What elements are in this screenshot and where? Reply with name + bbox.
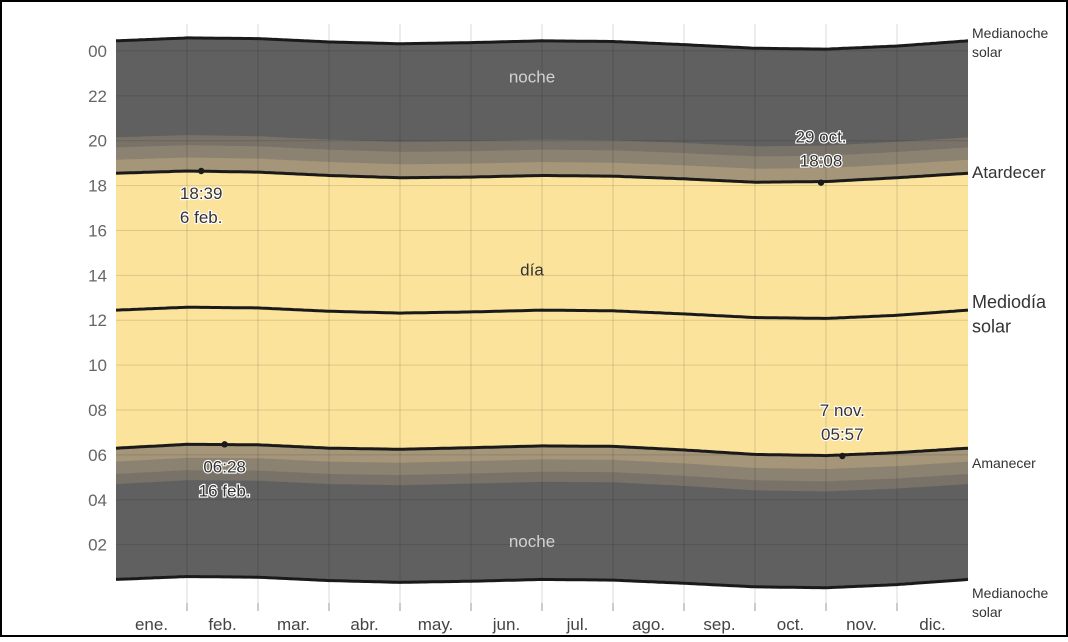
dusk-twilight-band-3 [116, 157, 968, 183]
x-tick-label: ago. [632, 615, 665, 634]
night-top-label: noche [509, 67, 555, 86]
noon-right-label: Mediodía solar [972, 292, 1047, 336]
x-tick-label: jul. [566, 615, 589, 634]
x-tick-label: jun. [492, 615, 520, 634]
y-tick-label: 06 [88, 446, 107, 465]
y-tick-label: 16 [88, 221, 107, 240]
sunset-right-label: Atardecer [972, 163, 1046, 182]
annotation-label: 7 nov. 05:57 [820, 401, 865, 444]
sunset-line [115, 169, 969, 184]
midnight-top-right-label: Medianoche solar [972, 25, 1048, 60]
x-tick-label: dic. [919, 615, 945, 634]
x-tick-label: nov. [846, 615, 877, 634]
annotation-label: 29 oct. 18:08 [796, 128, 847, 171]
y-tick-label: 20 [88, 132, 107, 151]
y-tick-label: 02 [88, 536, 107, 555]
annotation-label: 18:39 6 feb. [180, 184, 223, 227]
annotation-point [221, 441, 228, 448]
y-tick-label: 18 [88, 177, 107, 196]
y-tick-label: 08 [88, 401, 107, 420]
sunrise-right-label: Amanecer [972, 455, 1036, 471]
dawn-twilight-band-3 [116, 444, 968, 469]
night-bottom-label: noche [509, 532, 555, 551]
y-tick-label: 00 [88, 42, 107, 61]
x-tick-label: sep. [703, 615, 735, 634]
x-tick-label: mar. [277, 615, 310, 634]
y-tick-label: 22 [88, 87, 107, 106]
day-area [116, 171, 968, 456]
solar-noon-line [115, 305, 969, 320]
x-tick-label: feb. [208, 615, 236, 634]
x-tick-label: may. [418, 615, 454, 634]
x-tick-label: oct. [777, 615, 804, 634]
annotation-point [198, 167, 205, 175]
y-tick-label: 14 [88, 266, 107, 285]
midnight-top-line [115, 36, 969, 51]
y-tick-label: 04 [88, 491, 107, 510]
day-label: día [520, 260, 544, 279]
x-tick-label: abr. [350, 615, 378, 634]
midnight-bottom-right-label: Medianoche solar [972, 585, 1048, 620]
annotation-label: 06:28 16 feb. [199, 457, 251, 500]
midnight-bottom-line [115, 574, 969, 590]
annotation-point [817, 179, 825, 186]
y-tick-label: 10 [88, 356, 107, 375]
y-tick-label: 12 [88, 311, 107, 330]
x-tick-label: ene. [135, 615, 168, 634]
annotation-point [839, 452, 846, 460]
sunrise-line [115, 442, 969, 458]
